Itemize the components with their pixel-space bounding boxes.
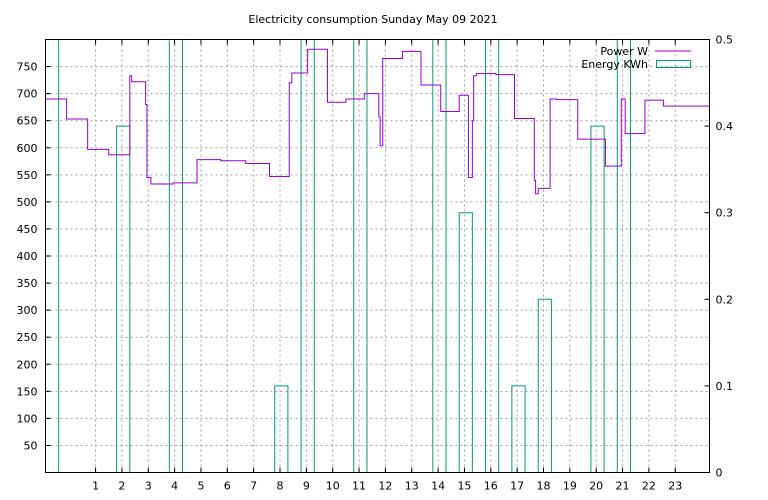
y-tick-label: 600 [17,142,38,155]
energy-series [45,39,631,473]
x-tick-label: 6 [224,480,231,493]
y-tick-label: 150 [17,385,38,398]
y-tick-label: 550 [17,169,38,182]
x-tick-label: 5 [197,480,204,493]
legend-label-power: Power W [600,45,648,58]
legend: Power W Energy KWh [581,45,691,71]
x-tick-label: 3 [145,480,152,493]
legend-swatch-energy [656,60,691,68]
x-tick-label: 11 [352,480,366,493]
x-tick-label: 2 [118,480,125,493]
y-tick-label: 300 [17,304,38,317]
energy-bar [116,125,131,473]
x-tick-label: 9 [303,480,310,493]
x-tick-label: 1 [92,480,99,493]
x-tick-label: 14 [431,480,445,493]
y2-tick-label: 0 [716,467,723,480]
x-tick-label: 13 [405,480,419,493]
plot-frame [45,39,710,473]
y-tick-label: 350 [17,277,38,290]
y2-tick-label: 0.5 [716,34,734,47]
y2-tick-label: 0.1 [716,380,734,393]
y-tick-label: 200 [17,358,38,371]
energy-bar [511,385,526,473]
energy-bar [458,212,473,473]
power-series [45,48,710,195]
legend-label-energy: Energy KWh [581,58,648,71]
power-line [45,48,710,195]
grid [45,39,710,473]
y-tick-label: 400 [17,250,38,263]
y-tick-label: 50 [24,439,38,452]
energy-bar [616,39,631,473]
x-tick-label: 17 [510,480,524,493]
y-tick-label: 500 [17,196,38,209]
energy-bar [537,298,552,473]
x-tick-label: 10 [326,480,340,493]
y-tick-label: 750 [17,61,38,74]
x-tick-label: 12 [378,480,392,493]
x-tick-label: 4 [171,480,178,493]
x-tick-label: 15 [457,480,471,493]
y2-tick-label: 0.4 [716,120,734,133]
energy-bar [274,385,289,473]
x-tick-label: 7 [250,480,257,493]
x-tick-label: 23 [668,480,682,493]
x-tick-label: 20 [589,480,603,493]
axes: 1 2 3 4 5 6 7 8 9 10 11 12 13 14 15 16 17 18 19 20 21 22 23501… [17,34,734,493]
x-tick-label: 8 [277,480,284,493]
chart-title: Electricity consumption Sunday May 09 20… [248,13,497,26]
y-tick-label: 450 [17,223,38,236]
y-tick-label: 100 [17,412,38,425]
x-tick-label: 16 [484,480,498,493]
x-tick-label: 19 [563,480,577,493]
energy-bar [590,125,605,473]
x-tick-label: 22 [642,480,656,493]
y2-tick-label: 0.2 [716,293,734,306]
y2-tick-label: 0.3 [716,207,734,220]
energy-bar [432,39,447,473]
y-tick-label: 700 [17,88,38,101]
y-tick-label: 650 [17,115,38,128]
x-tick-label: 18 [537,480,551,493]
x-tick-label: 21 [616,480,630,493]
y-tick-label: 250 [17,331,38,344]
